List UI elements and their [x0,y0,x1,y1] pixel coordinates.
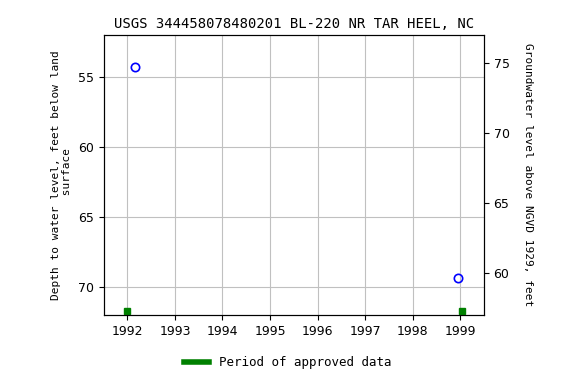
Y-axis label: Depth to water level, feet below land
 surface: Depth to water level, feet below land su… [51,50,73,300]
Title: USGS 344458078480201 BL-220 NR TAR HEEL, NC: USGS 344458078480201 BL-220 NR TAR HEEL,… [113,17,474,31]
Legend: Period of approved data: Period of approved data [179,351,397,374]
Y-axis label: Groundwater level above NGVD 1929, feet: Groundwater level above NGVD 1929, feet [524,43,533,306]
